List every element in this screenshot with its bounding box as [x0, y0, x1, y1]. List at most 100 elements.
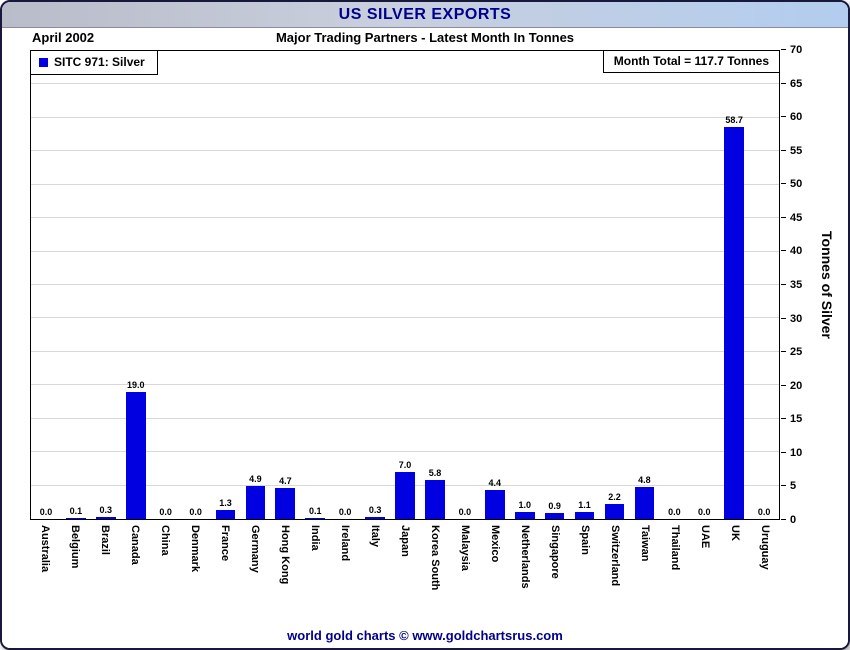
- bar-slot-denmark: 0.0: [181, 51, 211, 519]
- y-axis: 0 5 10 15 20 25 30 35 40 45 50 55 60 65 70: [781, 44, 815, 526]
- bar-slot-mexico: 4.4: [480, 51, 510, 519]
- bar-brazil: [95, 517, 116, 519]
- bar-value-label: 1.3: [219, 498, 232, 509]
- bar-slot-france: 1.3: [211, 51, 241, 519]
- y-tick-mark: [781, 183, 786, 185]
- x-tick-label: Malaysia: [459, 525, 471, 571]
- x-tick-label: India: [309, 525, 321, 551]
- bar-slot-korea-south: 5.8: [420, 51, 450, 519]
- bar-value-label: 0.0: [189, 507, 202, 517]
- x-tick-label: UK: [729, 525, 741, 541]
- bar-slot-brazil: 0.3: [91, 51, 121, 519]
- x-tick-label: Italy: [369, 525, 381, 548]
- bar-value-label: 0.9: [548, 500, 561, 511]
- y-tick-mark: [781, 82, 786, 84]
- bar-uk: [724, 126, 745, 519]
- x-tick-singapore: Singapore: [540, 521, 570, 621]
- y-tick-mark: [781, 49, 786, 50]
- bar-value-label: 58.7: [725, 114, 743, 125]
- footer: world gold charts © www.goldchartsrus.co…: [2, 622, 848, 648]
- bar-slot-ireland: 0.0: [330, 51, 360, 519]
- plot-area: 0.0 0.1 0.3 19.0 0.0 0.0 1.3 4.9 4.7 0.1 0.0 0.3 7.0…: [30, 50, 780, 520]
- bar-series: 0.0 0.1 0.3 19.0 0.0 0.0 1.3 4.9 4.7 0.1 0.0 0.3 7.0…: [31, 51, 779, 519]
- x-tick-label: Australia: [39, 525, 51, 573]
- month-total-annotation: Month Total = 117.7 Tonnes: [602, 51, 779, 73]
- x-tick-label: Mexico: [489, 525, 501, 563]
- x-tick-brazil: Brazil: [90, 521, 120, 621]
- bar-belgium: [66, 518, 86, 519]
- x-tick-hong-kong: Hong Kong: [270, 521, 300, 621]
- legend: SITC 971: Silver: [31, 51, 158, 75]
- x-tick-malaysia: Malaysia: [450, 521, 480, 621]
- gridline: [31, 350, 779, 352]
- y-tick-label: 50: [790, 178, 803, 191]
- y-tick-mark: [781, 284, 786, 285]
- bar-slot-uae: 0.0: [689, 51, 719, 519]
- x-tick-label: Brazil: [99, 525, 111, 555]
- bar-slot-italy: 0.3: [360, 51, 390, 519]
- bar-value-label: 0.0: [668, 507, 681, 517]
- bar-value-label: 0.0: [697, 507, 711, 517]
- x-tick-label: Singapore: [549, 525, 561, 579]
- bar-spain: [574, 511, 595, 519]
- bar-value-label: 0.0: [39, 507, 53, 517]
- y-tick-label: 65: [790, 77, 803, 90]
- bar-value-label: 4.4: [488, 477, 502, 488]
- bar-slot-spain: 1.1: [570, 51, 600, 519]
- bar-mexico: [484, 489, 505, 519]
- gridline: [31, 217, 779, 219]
- bar-value-label: 0.0: [159, 507, 172, 517]
- x-tick-italy: Italy: [360, 521, 390, 621]
- bar-slot-uruguay: 0.0: [749, 51, 779, 519]
- y-tick-label: 0: [790, 514, 797, 526]
- y-tick-mark: [781, 216, 786, 218]
- x-tick-label: China: [159, 525, 171, 556]
- y-tick-label: 70: [790, 44, 803, 56]
- y-tick-mark: [781, 451, 786, 453]
- bar-slot-china: 0.0: [151, 51, 181, 519]
- y-tick-label: 60: [790, 111, 803, 124]
- y-tick-mark: [781, 418, 786, 420]
- x-tick-japan: Japan: [390, 521, 420, 621]
- x-tick-label: Japan: [399, 525, 411, 557]
- title-bar: US SILVER EXPORTS: [2, 2, 848, 28]
- x-tick-label: Canada: [129, 525, 141, 565]
- y-tick-label: 55: [790, 144, 803, 157]
- x-tick-label: Uruguay: [759, 525, 771, 570]
- bar-slot-hong-kong: 4.7: [270, 51, 300, 519]
- bar-slot-taiwan: 4.8: [629, 51, 659, 519]
- y-tick-mark: [781, 351, 786, 353]
- gridline: [31, 250, 779, 252]
- gridline: [31, 384, 779, 386]
- y-tick-mark: [781, 485, 786, 487]
- gridline: [31, 284, 779, 285]
- chart-header: April 2002 Major Trading Partners - Late…: [2, 28, 848, 50]
- bar-india: [305, 518, 326, 519]
- y-tick-label: 15: [790, 413, 803, 426]
- bar-value-label: 4.9: [249, 474, 262, 485]
- x-tick-label: UAE: [699, 525, 711, 549]
- bar-korea-south: [425, 480, 445, 519]
- x-tick-label: Taiwan: [639, 525, 651, 562]
- x-tick-australia: Australia: [30, 521, 60, 621]
- x-tick-denmark: Denmark: [180, 521, 210, 621]
- x-tick-thailand: Thailand: [660, 521, 690, 621]
- y-tick-label: 45: [790, 211, 803, 224]
- x-tick-label: Thailand: [669, 525, 681, 571]
- x-tick-france: France: [210, 521, 240, 621]
- bar-switzerland: [604, 504, 625, 519]
- bar-value-label: 0.0: [458, 507, 472, 517]
- bar-slot-malaysia: 0.0: [450, 51, 480, 519]
- x-tick-label: Netherlands: [519, 525, 531, 589]
- bar-singapore: [544, 512, 565, 519]
- y-tick-mark: [781, 116, 786, 118]
- bar-italy: [365, 517, 385, 519]
- bar-japan: [395, 472, 415, 519]
- gridline: [31, 183, 779, 185]
- gridline: [31, 150, 779, 152]
- bar-slot-australia: 0.0: [31, 51, 61, 519]
- bar-slot-india: 0.1: [300, 51, 330, 519]
- bar-value-label: 5.8: [428, 468, 442, 479]
- x-tick-label: Germany: [249, 525, 261, 573]
- bar-slot-singapore: 0.9: [540, 51, 570, 519]
